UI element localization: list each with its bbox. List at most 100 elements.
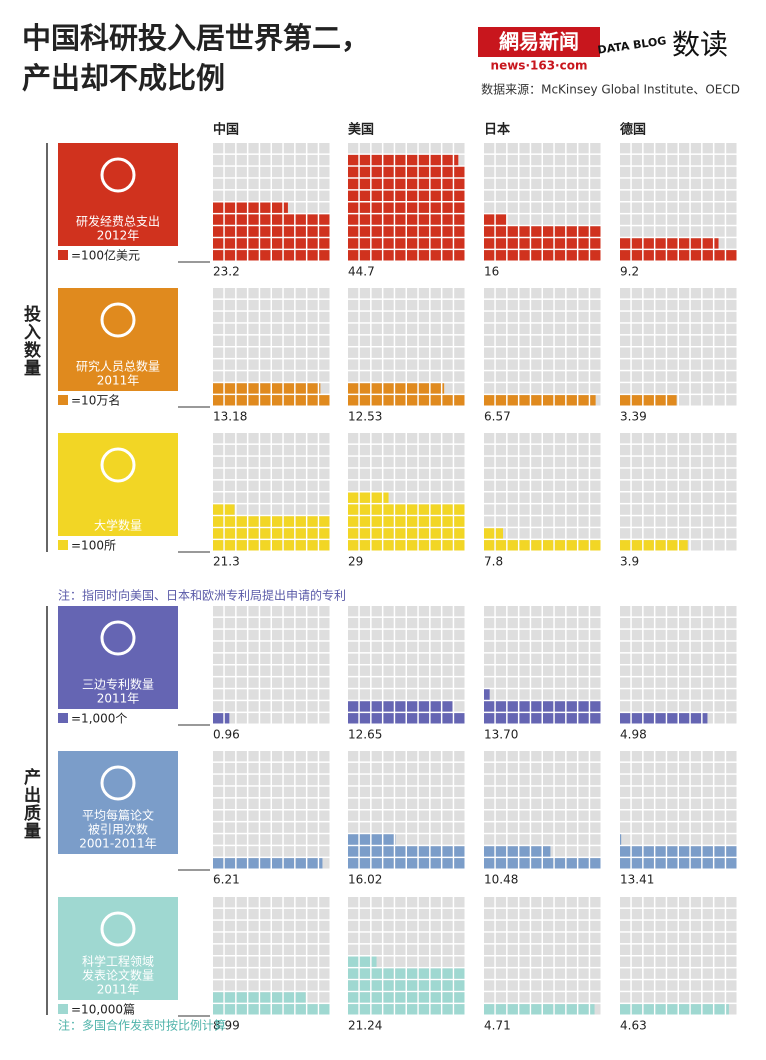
grid-cell: [690, 908, 702, 920]
grid-cell: [554, 202, 566, 213]
grid-cell: [566, 944, 577, 955]
grid-cell: [295, 786, 306, 798]
grid-cell: [454, 822, 465, 833]
grid-cell: [643, 335, 654, 346]
row-label: 2011年: [97, 692, 140, 706]
waffle-fill: [620, 713, 708, 724]
grid-cell: [620, 504, 631, 515]
grid-cell: [566, 786, 577, 798]
grid-cell: [566, 653, 577, 664]
grid-cell: [667, 335, 678, 346]
grid-cell: [531, 190, 542, 201]
grid-cell: [507, 288, 518, 299]
grid-cell: [519, 288, 530, 299]
grid-cell: [566, 178, 577, 190]
grid-cell: [484, 786, 495, 798]
grid-cell: [702, 606, 713, 617]
grid-cell: [430, 359, 441, 370]
grid-cell: [702, 226, 713, 237]
grid-cell: [359, 456, 371, 468]
grid-cell: [578, 359, 589, 370]
grid-cell: [307, 371, 318, 382]
grid-cell: [359, 311, 371, 323]
grid-cell: [224, 774, 236, 786]
grid-cell: [566, 347, 577, 358]
grid-cell: [359, 433, 371, 444]
grid-cell: [667, 528, 678, 539]
grid-cell: [531, 629, 542, 641]
grid-cell: [690, 834, 702, 845]
grid-cell: [348, 897, 359, 908]
grid-cell: [224, 433, 236, 444]
grid-cell: [319, 323, 330, 335]
grid-cell: [631, 347, 643, 358]
grid-cell: [679, 798, 690, 809]
grid-cell: [620, 992, 631, 1003]
grid-cell: [554, 786, 566, 798]
grid-cell: [531, 335, 542, 346]
grid-cell: [566, 480, 577, 491]
grid-cell: [307, 154, 318, 166]
grid-cell: [307, 347, 318, 358]
grid-cell: [260, 641, 271, 653]
grid-cell: [430, 299, 441, 311]
grid-cell: [655, 214, 666, 225]
grid-cell: [655, 154, 666, 166]
grid-cell: [531, 480, 542, 491]
grid-cell: [519, 944, 530, 955]
grid-cell: [643, 956, 654, 967]
grid-cell: [295, 677, 306, 688]
grid-cell: [260, 288, 271, 299]
grid-cell: [507, 480, 518, 491]
grid-cell: [667, 798, 678, 809]
grid-cell: [418, 798, 430, 809]
grid-cell: [442, 920, 453, 932]
grid-cell: [679, 810, 690, 821]
grid-cell: [248, 323, 259, 335]
grid-cell: [507, 762, 518, 774]
grid-cell: [620, 166, 631, 178]
grid-cell: [371, 323, 382, 335]
grid-cell: [702, 143, 713, 154]
grid-cell: [371, 822, 382, 833]
grid-cell: [260, 371, 271, 382]
grid-cell: [307, 606, 318, 617]
grid-cell: [307, 689, 318, 700]
grid-cell: [430, 617, 441, 629]
grid-cell: [679, 504, 690, 515]
grid-cell: [272, 504, 283, 515]
grid-cell: [319, 288, 330, 299]
grid-cell: [566, 214, 577, 225]
grid-cell: [283, 347, 295, 358]
grid-cell: [248, 908, 259, 920]
grid-cell: [554, 980, 566, 991]
grid-cell: [260, 323, 271, 335]
grid-cell: [495, 383, 507, 394]
grid-cell: [620, 617, 631, 629]
grid-cell: [407, 774, 418, 786]
grid-cell: [407, 480, 418, 491]
grid-cell: [543, 214, 554, 225]
grid-cell: [236, 504, 247, 515]
grid-cell: [484, 641, 495, 653]
grid-cell: [295, 751, 306, 762]
grid-cell: [543, 629, 554, 641]
grid-cell: [236, 774, 247, 786]
grid-cell: [260, 606, 271, 617]
grid-cell: [690, 822, 702, 833]
grid-cell: [679, 492, 690, 503]
grid-cell: [566, 323, 577, 335]
grid-cell: [631, 980, 643, 991]
grid-cell: [631, 944, 643, 955]
grid-cell: [442, 335, 453, 346]
grid-cell: [213, 468, 224, 480]
grid-cell: [484, 311, 495, 323]
grid-cell: [495, 834, 507, 845]
grid-cell: [224, 299, 236, 311]
grid-cell: [213, 798, 224, 809]
grid-cell: [348, 468, 359, 480]
grid-cell: [295, 371, 306, 382]
grid-cell: [236, 606, 247, 617]
grid-cell: [454, 154, 465, 166]
grid-cell: [495, 677, 507, 688]
